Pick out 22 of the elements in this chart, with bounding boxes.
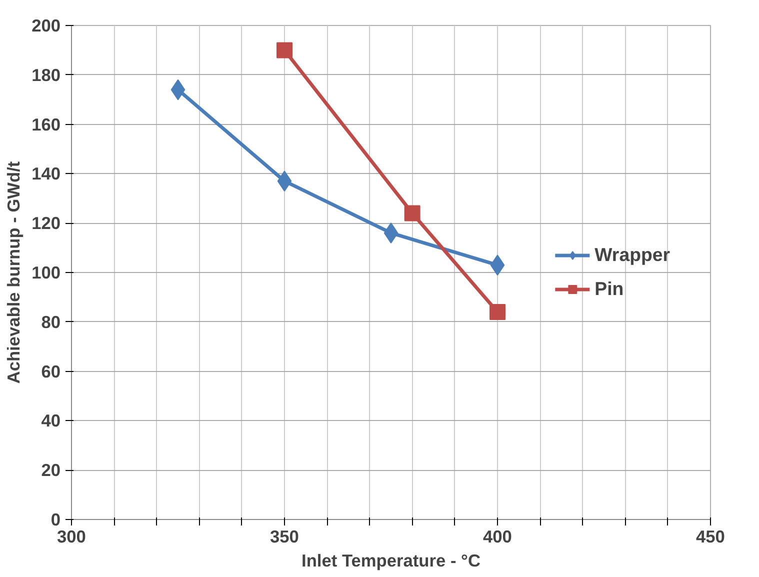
x-tick-label: 400 [483, 526, 512, 546]
y-tick-label: 0 [50, 510, 61, 530]
y-tick-label: 60 [41, 361, 61, 382]
y-tick-label: 200 [32, 16, 61, 36]
y-axis-title: Achievable burnup - GWd/t [4, 161, 24, 384]
y-tick-label: 140 [32, 164, 61, 184]
point [404, 205, 420, 222]
x-axis-title: Inlet Temperature - °C [302, 550, 481, 570]
y-tick-label: 120 [32, 213, 61, 234]
y-tick-label: 20 [41, 460, 61, 480]
legend-label: Pin [594, 278, 624, 300]
point [276, 42, 292, 58]
x-tick-label: 350 [270, 526, 299, 546]
y-tick-label: 100 [32, 262, 61, 282]
y-tick-label: 40 [41, 410, 61, 431]
x-tick-label: 300 [57, 526, 86, 546]
point [490, 304, 506, 320]
legend-label: Wrapper [594, 244, 670, 266]
y-tick-label: 180 [32, 64, 61, 85]
y-tick-label: 160 [32, 114, 61, 134]
x-tick-label: 450 [696, 526, 725, 546]
y-tick-label: 80 [41, 312, 61, 332]
